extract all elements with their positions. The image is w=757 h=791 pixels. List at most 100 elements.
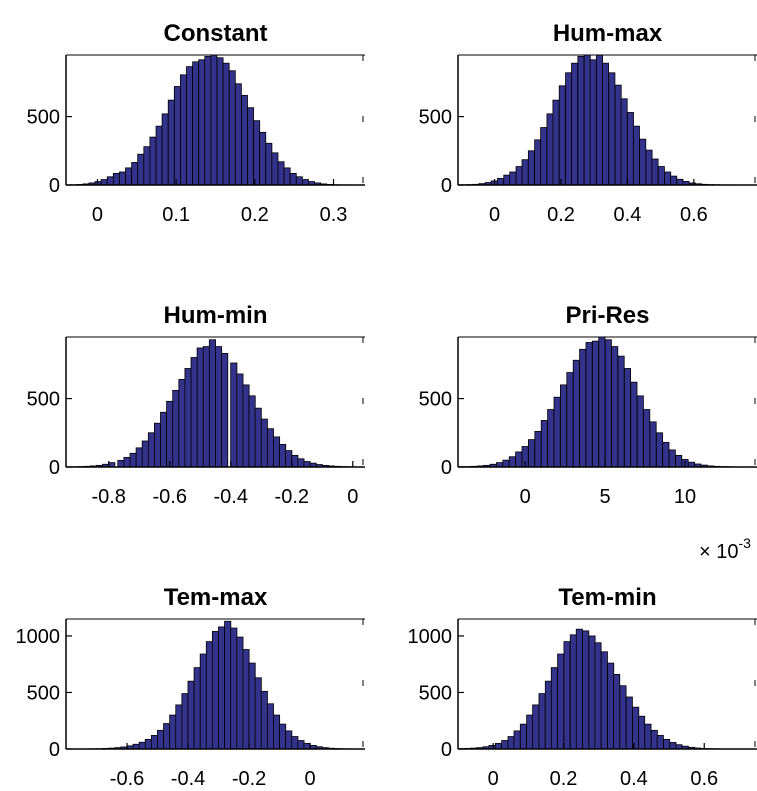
histogram-bar [221,353,229,468]
histogram-bar [303,461,311,468]
histogram-bar [528,439,536,468]
histogram-bar [224,620,232,750]
histogram-bar [598,336,606,468]
x-tick-label: 0.6 [690,768,718,790]
histogram-bar [583,54,591,186]
x-tick-label: -0.8 [91,486,125,508]
histogram-bar [228,70,236,186]
histogram-bar [169,714,177,750]
histogram-bar [141,440,149,468]
histogram-bar [265,142,273,186]
y-tick-label: 500 [27,107,60,129]
histogram-bar [279,723,287,750]
histogram-bar [215,346,223,468]
y-tick-label: 500 [27,389,60,411]
histogram-hum-min: Hum-min 0 500 -0.8 -0.6 -0.4 -0.2 0 [27,302,365,508]
x-tick-label: 5 [600,486,611,508]
x-tick-label: 0 [489,204,500,226]
histogram-bar [297,740,305,750]
histogram-bar [248,395,256,468]
histogram-bar [552,99,560,186]
histogram-bar [546,113,554,186]
chart-title: Constant [164,20,268,47]
histogram-bar [656,735,664,750]
histogram-bar [569,634,577,750]
histogram-bar [279,444,287,468]
histogram-bar [166,400,174,468]
histogram-bar [571,62,579,186]
multiplier-exponent: -3 [738,535,751,551]
x-tick-label: 0.2 [241,204,269,226]
histogram-bar [636,395,644,468]
histogram-bar [236,636,244,750]
x-tick-label: -0.4 [214,486,248,508]
chart-title: Tem-min [558,584,656,611]
y-tick-label: 0 [441,739,452,761]
histogram-bar [285,450,293,468]
histogram-bar [632,125,640,186]
x-tick-label: 0 [305,768,316,790]
histogram-bar [560,384,568,468]
histogram-bar [600,651,608,750]
histogram-bar [650,729,658,750]
histogram-bar [639,138,647,186]
histogram-bar [579,348,587,468]
histogram-bar [303,742,311,750]
histogram-bar [630,381,638,468]
histogram-bar [540,420,548,468]
histogram-bar [532,704,540,750]
x-tick-label: 0 [92,204,103,226]
histogram-bar [540,127,548,186]
x-tick-label: -0.6 [110,768,144,790]
histogram-bar [204,55,212,186]
histogram-bar [180,74,187,186]
histogram-bar [157,729,165,750]
histogram-bar [211,631,220,750]
histogram-bar [577,55,585,186]
histogram-pri-res: Pri-Res 0 500 0 5 10 × 10-3 [419,302,757,563]
histogram-bar [588,635,596,750]
histogram-bar [163,723,171,750]
histogram-bar [604,339,612,468]
y-tick-label: 500 [419,682,452,704]
histogram-bar [515,451,523,468]
x-tick-label: 0.4 [620,768,648,790]
histogram-bar [271,152,279,186]
x-tick-label: 0 [347,486,358,508]
x-tick-label: 0.2 [547,204,575,226]
histogram-bar [521,159,529,186]
histogram-bar [291,736,299,750]
histogram-bar [230,627,238,750]
histogram-bar [669,742,677,750]
histogram-bar [160,411,168,468]
histogram-bar [649,421,657,468]
histogram-bar [259,131,267,186]
histogram-bar [208,339,216,468]
histogram-bar [508,456,516,468]
histogram-bar [513,730,521,750]
histogram-bar [119,171,126,186]
histogram-bar [241,94,248,186]
histogram-bar [112,172,120,186]
histogram-bar [670,175,678,186]
y-tick-label: 0 [49,175,60,197]
histogram-bar [260,690,268,750]
histogram-bar [186,66,193,186]
bars [65,339,360,468]
histogram-bar [222,62,230,186]
histogram-bar [167,99,175,186]
histogram-bar [558,85,566,186]
x-tick-label: -0.6 [153,486,187,508]
histogram-bar [178,379,186,468]
histogram-bar [626,112,634,186]
histogram-bar [625,696,633,750]
histogram-bar [553,396,561,468]
y-tick-label: 0 [49,457,60,479]
histogram-bar [242,649,250,750]
x-tick-label: 0.1 [162,204,190,226]
x-tick-label: 0.4 [614,204,642,226]
histogram-bar [494,742,502,750]
histogram-bar [676,178,684,186]
histogram-tem-max: Tem-max 0 500 1000 -0.6 -0.4 -0.2 0 [16,584,365,790]
